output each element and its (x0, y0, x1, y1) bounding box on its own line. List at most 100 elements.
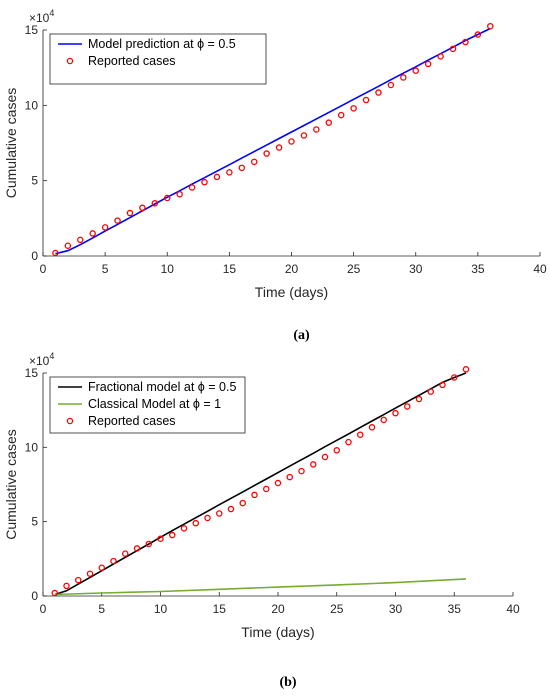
data-point (350, 105, 357, 112)
data-point (387, 81, 395, 89)
data-point (309, 461, 317, 468)
data-point (168, 531, 176, 539)
figure-caption: (b) (279, 675, 296, 690)
data-point (424, 60, 432, 68)
x-tick-label: 10 (161, 262, 175, 276)
x-axis-label: Time (days) (241, 624, 314, 640)
data-point (439, 381, 446, 389)
x-tick-label: 30 (409, 262, 423, 276)
data-point (321, 453, 329, 461)
data-point (300, 132, 308, 139)
data-point (288, 138, 295, 145)
data-point (227, 505, 235, 513)
x-tick-label: 25 (347, 262, 361, 276)
data-point (449, 45, 457, 53)
data-point (474, 31, 482, 38)
data-point (286, 473, 293, 481)
y-multiplier-exponent: 4 (49, 8, 54, 18)
data-point (392, 409, 399, 417)
y-multiplier-exponent: 4 (49, 351, 54, 361)
data-point (101, 224, 109, 231)
y-tick-label: 0 (31, 589, 38, 603)
data-point (239, 499, 246, 507)
data-point (262, 485, 270, 493)
data-point (213, 173, 221, 181)
x-tick-label: 0 (40, 602, 47, 616)
data-point (63, 582, 70, 590)
y-tick-label: 5 (31, 174, 38, 188)
data-point (192, 519, 199, 527)
data-point (368, 424, 376, 431)
series-line-0 (54, 372, 467, 596)
x-tick-label: 15 (213, 602, 227, 616)
data-point (215, 510, 223, 517)
data-point (325, 119, 333, 126)
data-point (356, 431, 364, 438)
x-tick-label: 25 (330, 602, 344, 616)
x-tick-label: 35 (448, 602, 462, 616)
series-line-1 (54, 578, 467, 596)
data-point (77, 236, 84, 244)
data-point (114, 217, 121, 224)
data-point (415, 395, 423, 403)
data-point (151, 200, 159, 207)
data-point (274, 479, 282, 487)
x-tick-label: 5 (102, 262, 109, 276)
legend-box (49, 376, 246, 434)
x-tick-label: 10 (154, 602, 168, 616)
series-line-0 (55, 27, 491, 255)
x-tick-label: 20 (285, 262, 299, 276)
y-multiplier-base: ×10 (29, 11, 50, 25)
legend-box (49, 33, 267, 85)
y-tick-label: 10 (25, 440, 39, 454)
x-axis-label: Time (days) (255, 284, 328, 300)
data-point (437, 53, 444, 60)
x-tick-label: 40 (506, 602, 520, 616)
data-point (110, 557, 117, 565)
y-axis-multiplier: ×104 (29, 351, 54, 368)
data-point (98, 564, 106, 572)
data-point (238, 164, 246, 172)
data-point (75, 576, 82, 584)
data-point (427, 388, 434, 395)
x-tick-label: 40 (533, 262, 547, 276)
x-tick-label: 30 (389, 602, 403, 616)
y-axis-label: Cumulative cases (3, 88, 19, 199)
data-point (375, 89, 382, 96)
data-point (337, 111, 345, 119)
data-point (64, 242, 72, 250)
data-point (333, 447, 340, 454)
data-point (122, 550, 129, 557)
data-point (188, 184, 196, 191)
legend-marker-swatch (66, 57, 74, 65)
legend-label: Model prediction at ϕ = 0.5 (88, 37, 236, 51)
data-point (126, 209, 134, 217)
data-point (462, 366, 470, 373)
data-point (139, 204, 146, 212)
data-point (345, 438, 352, 446)
data-point (400, 74, 407, 81)
data-point (450, 374, 458, 381)
data-point (263, 150, 270, 157)
data-point (298, 467, 305, 475)
data-point (51, 589, 59, 597)
x-tick-label: 15 (223, 262, 237, 276)
data-point (251, 491, 258, 499)
data-point (403, 403, 411, 410)
y-tick-label: 10 (25, 98, 39, 112)
data-point (176, 190, 183, 198)
data-point (226, 169, 233, 176)
x-tick-label: 20 (271, 602, 285, 616)
data-point (313, 126, 320, 133)
data-point (157, 535, 164, 543)
y-tick-label: 15 (25, 23, 39, 37)
data-point (412, 67, 419, 74)
x-tick-label: 0 (40, 262, 47, 276)
y-axis-multiplier: ×104 (29, 8, 54, 25)
x-tick-label: 5 (98, 602, 105, 616)
legend: Model prediction at ϕ = 0.5 Reported case… (49, 33, 267, 85)
data-point (201, 178, 208, 186)
data-point (145, 540, 152, 548)
